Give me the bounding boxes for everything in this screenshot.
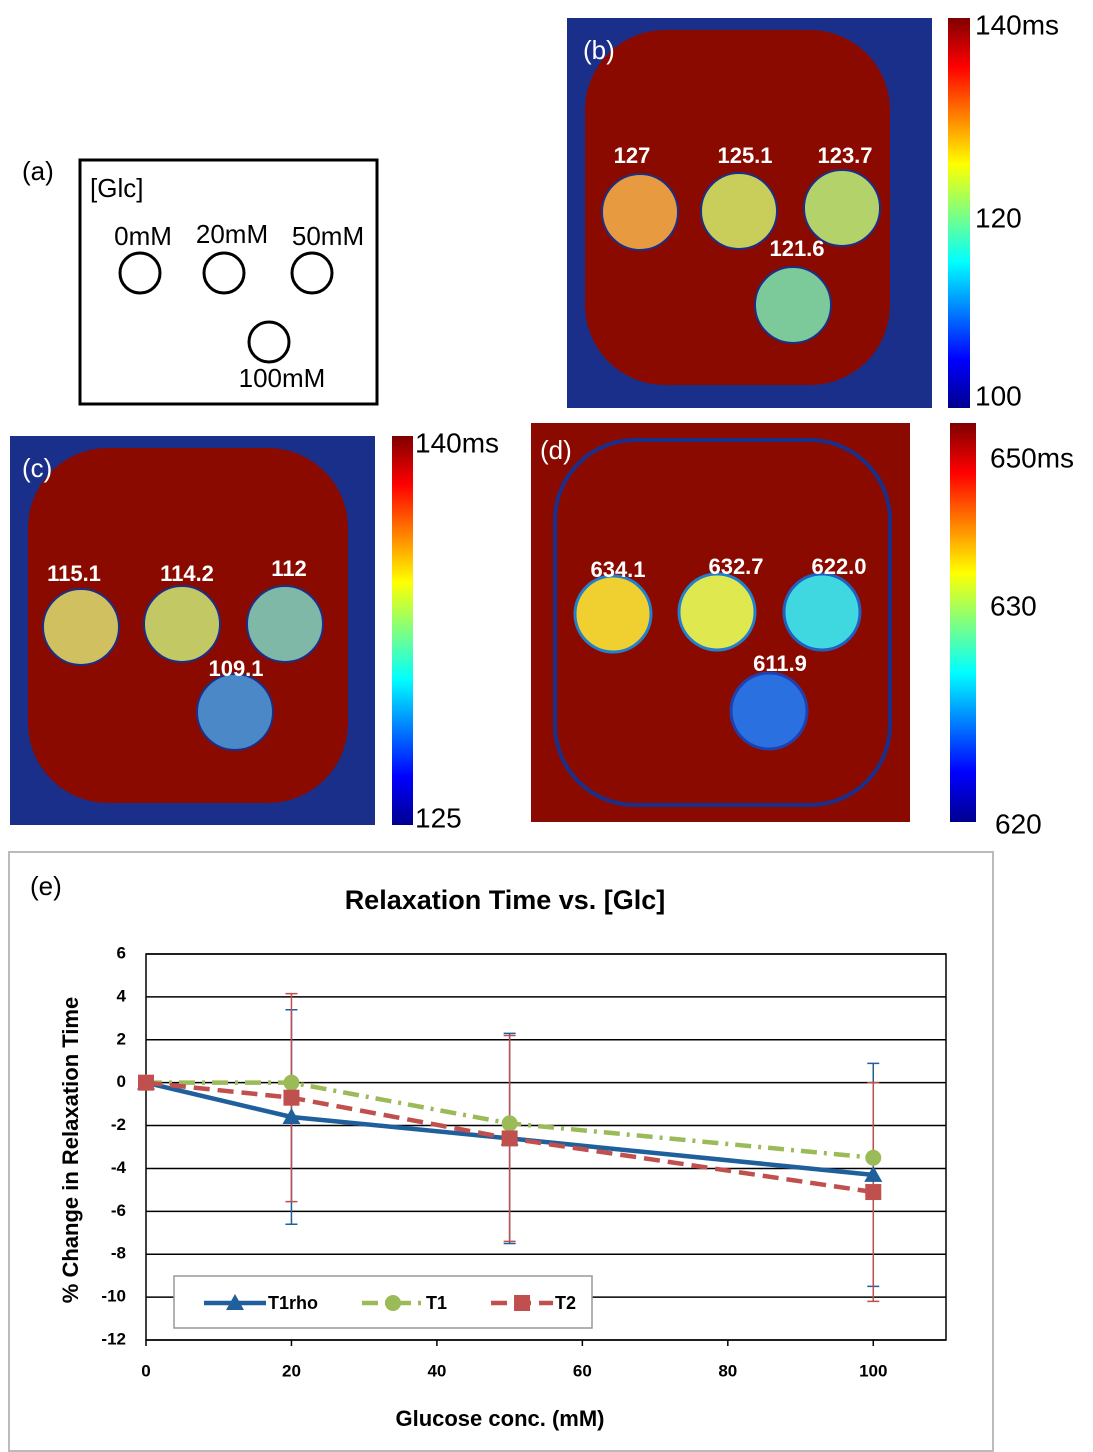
legend-label: T2 [555,1293,576,1313]
marker [865,1184,882,1201]
roi [677,572,757,652]
phantom-edge [553,438,892,807]
well-label: 20mM [196,219,268,249]
y-axis-label: % Change in Relaxation Time [58,997,83,1303]
roi [196,673,274,751]
chart-frame [8,851,994,1452]
y-tick-label: 4 [117,986,127,1005]
roi-value: 121.6 [769,236,824,261]
colorbar [392,436,413,825]
colorbar-tick: 100 [975,380,1022,411]
colorbar-tick: 120 [975,202,1022,233]
colorbar-tick: 140ms [415,427,499,458]
roi-value: 622.0 [811,554,866,579]
series-line [146,1080,874,1160]
y-tick-label: -2 [111,1115,126,1134]
well-label: 50mM [292,221,364,251]
panel-d: (d) 634.1 632.7 622.0 611.9 650ms 630 62… [531,423,1074,839]
well-label: 0mM [114,221,172,251]
roi-value: 115.1 [47,561,101,586]
well [118,251,162,295]
well [290,251,334,295]
colorbar [950,423,976,822]
y-tick-label: -12 [101,1329,126,1348]
marker [283,1089,300,1106]
roi [42,588,120,666]
x-tick-label: 80 [718,1361,737,1380]
colorbar-tick: 140ms [975,9,1059,40]
roi [143,585,221,663]
roi-value: 127 [614,143,651,168]
marker [282,1107,301,1124]
y-tick-label: -4 [111,1158,127,1177]
y-tick-label: 6 [117,943,126,962]
roi-value: 632.7 [708,554,763,579]
panel-label: (b) [583,35,615,65]
roi [601,173,679,251]
roi-value: 123.7 [817,143,872,168]
heading: [Glc] [90,173,143,203]
colorbar-tick: 650ms [990,442,1074,473]
phantom-box [78,158,379,406]
panel-label: (d) [540,435,572,465]
series-line [145,1080,874,1195]
x-tick-label: 100 [859,1361,887,1380]
chart-title: Relaxation Time vs. [Glc] [345,885,666,915]
panel-b: (b) 127 125.1 123.7 121.6 140ms 120 100 [567,9,1059,411]
panel-e: (e) Relaxation Time vs. [Glc] Glucose co… [8,851,994,1452]
roi [782,572,862,652]
panel-a: (a) [Glc] 0mM 20mM 50mM 100mM [22,156,379,406]
roi [573,574,653,654]
x-tick-label: 40 [427,1361,446,1380]
y-tick-label: -6 [111,1201,126,1220]
roi [700,172,778,250]
marker [501,1115,518,1132]
colorbar-tick: 125 [415,802,462,833]
well [247,320,291,364]
colorbar [948,18,970,408]
legend-marker [385,1295,402,1311]
legend-marker [514,1295,531,1311]
roi-value: 114.2 [160,561,214,586]
colorbar-tick: 620 [995,808,1042,839]
plot-area [145,953,947,1341]
x-tick-label: 0 [141,1361,150,1380]
roi [803,169,881,247]
roi-value: 611.9 [753,651,807,676]
y-tick-label: 0 [117,1072,126,1091]
x-axis-label: Glucose conc. (mM) [395,1406,604,1431]
y-tick-label: -8 [111,1244,126,1263]
panel-label: (a) [22,156,54,186]
series-line [145,1080,874,1178]
roi-value: 112 [271,556,307,581]
well-label: 100mM [239,363,326,393]
panel-c: (c) 115.1 114.2 112 109.1 140ms 125 [10,427,499,833]
roi-value: 109.1 [208,656,263,681]
roi [246,585,324,663]
well [202,251,246,295]
marker [138,1074,154,1091]
y-tick-label: 2 [117,1029,126,1048]
roi-value: 125.1 [717,143,772,168]
marker [283,1074,300,1091]
y-tick-label: -10 [101,1287,126,1306]
marker [501,1130,518,1147]
marker [864,1165,883,1182]
roi [754,266,832,344]
roi [729,671,809,751]
legend-label: T1rho [268,1293,318,1313]
marker [865,1149,882,1166]
panel-label: (e) [30,871,62,901]
x-tick-label: 60 [573,1361,592,1380]
colorbar-tick: 630 [990,590,1037,621]
legend-marker [226,1294,244,1310]
roi-value: 634.1 [590,557,645,582]
legend-label: T1 [426,1293,447,1313]
x-tick-label: 20 [282,1361,301,1380]
panel-label: (c) [22,453,52,483]
